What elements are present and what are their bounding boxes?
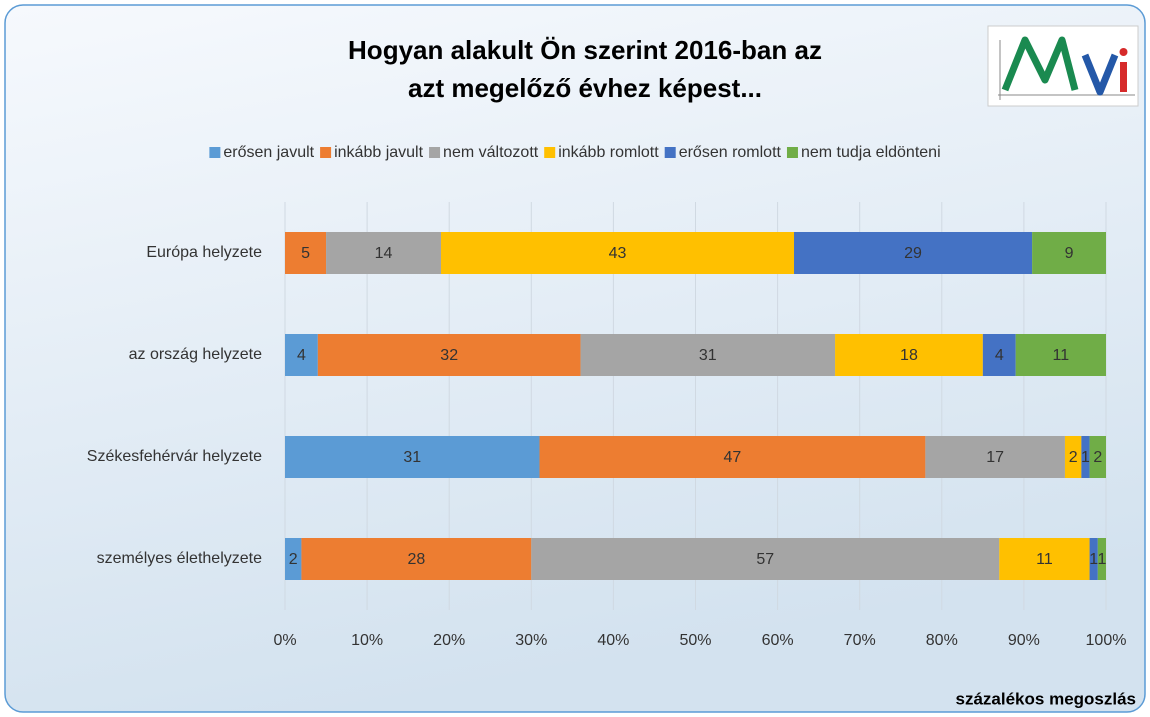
data-label: 5 [301,245,310,262]
y-tick-label: Székesfehérvár helyzete [87,448,262,465]
chart-title: Hogyan alakult Ön szerint 2016-ban az [348,35,822,65]
bar-segment [1089,538,1098,580]
data-label: 43 [609,245,627,262]
legend-label: inkább romlott [558,144,659,161]
bar-segment [1064,436,1082,478]
x-tick-label: 100% [1086,632,1127,649]
data-label: 47 [724,449,742,466]
bar-segment [326,232,441,274]
bar-segment [580,334,836,376]
bar-segment [285,232,327,274]
legend-label: erősen javult [223,144,314,161]
legend-label: nem tudja eldönteni [801,144,941,161]
data-label: 17 [986,449,1004,466]
data-label: 2 [289,551,298,568]
bar-segment [925,436,1065,478]
data-label: 11 [1053,347,1070,364]
bar-segment [317,334,581,376]
bar-segment [1089,436,1106,478]
y-tick-label: Európa helyzete [146,244,262,261]
x-tick-label: 30% [515,632,547,649]
bar-segment [982,334,1016,376]
legend-swatch [664,147,676,158]
bar-segment [1015,334,1106,376]
data-label: 31 [699,347,717,364]
x-tick-label: 0% [273,632,296,649]
legend-label: nem változott [443,144,539,161]
x-tick-label: 90% [1008,632,1040,649]
data-label: 28 [407,551,425,568]
data-label: 4 [995,347,1004,364]
data-label: 32 [440,347,458,364]
x-tick-label: 50% [679,632,711,649]
bar-segment [285,334,318,376]
x-tick-label: 80% [926,632,958,649]
data-label: 57 [756,551,774,568]
data-label: 9 [1065,245,1074,262]
data-label: 1 [1089,551,1098,568]
x-tick-label: 70% [844,632,876,649]
x-tick-label: 20% [433,632,465,649]
legend-swatch [209,147,221,158]
data-label: 1 [1097,551,1106,568]
y-tick-label: az ország helyzete [129,346,263,363]
data-label: 18 [900,347,918,364]
data-label: 1 [1081,449,1090,466]
bar-segment [794,232,1033,274]
logo [987,25,1139,107]
x-tick-label: 10% [351,632,383,649]
y-tick-label: személyes élethelyzete [97,550,263,567]
legend-swatch [786,147,798,158]
data-label: 2 [1093,449,1102,466]
axis-label: százalékos megoszlás [956,689,1136,708]
legend-swatch [320,147,332,158]
bar-segment [999,538,1090,580]
bar-segment [1081,436,1090,478]
bar-segment [440,232,795,274]
data-label: 14 [375,245,393,262]
x-tick-label: 60% [762,632,794,649]
legend-label: erősen romlott [679,144,782,161]
bar-segment [285,436,540,478]
bar-segment [1032,232,1106,274]
bar-segment [1097,538,1106,580]
data-label: 29 [904,245,922,262]
bar-segment [301,538,532,580]
bar-segment [539,436,926,478]
legend-swatch [429,147,441,158]
chart-title: azt megelőző évhez képest... [408,73,762,103]
bar-segment [531,538,1000,580]
data-label: 4 [297,347,306,364]
data-label: 2 [1069,449,1078,466]
data-label: 31 [403,449,421,466]
legend-label: inkább javult [334,144,424,161]
legend-swatch [544,147,556,158]
x-tick-label: 40% [597,632,629,649]
bar-segment [835,334,983,376]
legend: erősen javult inkább javult nem változott i… [209,144,941,161]
data-label: 11 [1036,551,1053,568]
bar-segment [285,538,302,580]
